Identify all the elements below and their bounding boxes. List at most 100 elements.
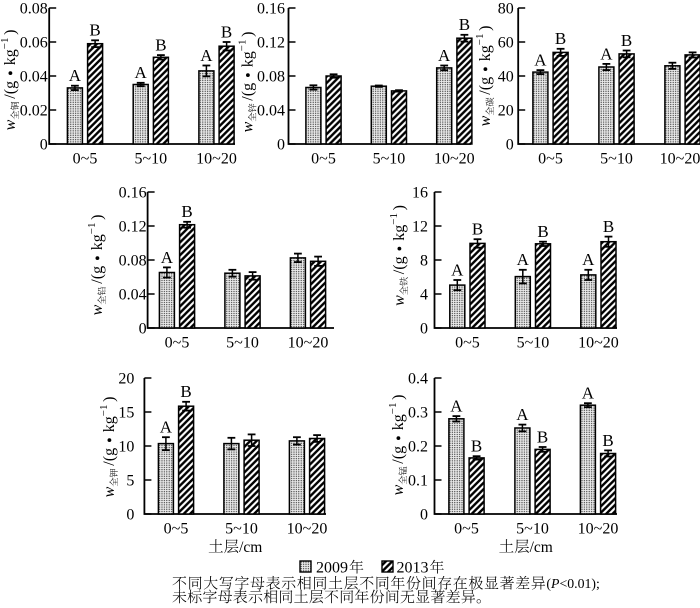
svg-text:A: A bbox=[517, 250, 530, 269]
svg-text:0.04: 0.04 bbox=[257, 103, 285, 120]
svg-text:0~5: 0~5 bbox=[165, 335, 190, 352]
svg-text:w: w bbox=[89, 304, 106, 315]
svg-text:/(g: /(g bbox=[101, 448, 118, 466]
svg-text:20: 20 bbox=[498, 103, 514, 120]
svg-text:B: B bbox=[221, 22, 232, 41]
svg-text:0.06: 0.06 bbox=[20, 35, 48, 52]
svg-text:0~5: 0~5 bbox=[73, 151, 98, 168]
svg-text:10~20: 10~20 bbox=[578, 521, 619, 538]
svg-text:0~5: 0~5 bbox=[454, 521, 479, 538]
svg-text:kg: kg bbox=[390, 414, 407, 430]
svg-text:0.4: 0.4 bbox=[408, 371, 428, 388]
svg-text:B: B bbox=[621, 31, 632, 50]
svg-text:5~10: 5~10 bbox=[516, 521, 549, 538]
svg-text:kg: kg bbox=[391, 225, 408, 241]
svg-text:B: B bbox=[537, 427, 548, 446]
svg-text:−1: −1 bbox=[86, 222, 98, 234]
svg-text:0: 0 bbox=[420, 321, 428, 338]
svg-text:0.04: 0.04 bbox=[119, 287, 147, 304]
svg-text:0.2: 0.2 bbox=[408, 439, 428, 456]
svg-text:0.08: 0.08 bbox=[257, 69, 285, 86]
svg-text:0.08: 0.08 bbox=[20, 1, 48, 18]
svg-text:10~20: 10~20 bbox=[288, 335, 329, 352]
svg-text:0: 0 bbox=[506, 137, 514, 154]
svg-text:16: 16 bbox=[412, 185, 428, 202]
svg-text:0.1: 0.1 bbox=[408, 473, 428, 490]
svg-text:A: A bbox=[516, 405, 529, 424]
svg-text:kg: kg bbox=[2, 49, 19, 65]
svg-text:0~5: 0~5 bbox=[311, 151, 336, 168]
svg-text:0: 0 bbox=[420, 507, 428, 524]
svg-text:0: 0 bbox=[126, 507, 134, 524]
svg-text:/(g: /(g bbox=[240, 83, 257, 101]
svg-text:/cm: /cm bbox=[530, 539, 553, 556]
svg-text:A: A bbox=[600, 44, 613, 63]
svg-text:5~10: 5~10 bbox=[600, 151, 633, 168]
svg-text:A: A bbox=[451, 260, 464, 279]
svg-text:B: B bbox=[603, 217, 614, 236]
svg-text:kg: kg bbox=[240, 51, 257, 67]
svg-text:w: w bbox=[390, 484, 407, 495]
svg-text:0.16: 0.16 bbox=[257, 1, 285, 18]
svg-text:0.16: 0.16 bbox=[119, 185, 147, 202]
svg-text:2013: 2013 bbox=[397, 560, 429, 577]
svg-text:0: 0 bbox=[139, 321, 147, 338]
svg-text:−1: −1 bbox=[388, 213, 400, 225]
svg-text:B: B bbox=[181, 202, 192, 221]
svg-text:/cm: /cm bbox=[239, 539, 262, 556]
svg-text:40: 40 bbox=[498, 69, 514, 86]
svg-text:(P<0.01);: (P<0.01); bbox=[546, 576, 599, 592]
svg-text:A: A bbox=[135, 63, 148, 82]
svg-text:0: 0 bbox=[277, 137, 285, 154]
svg-text:kg: kg bbox=[477, 45, 494, 61]
svg-text:w: w bbox=[240, 121, 257, 132]
svg-text:A: A bbox=[450, 397, 463, 416]
svg-text:): ) bbox=[390, 395, 407, 400]
svg-text:−1: −1 bbox=[387, 402, 399, 414]
svg-text:0.12: 0.12 bbox=[257, 35, 285, 52]
svg-text:5~10: 5~10 bbox=[517, 335, 550, 352]
svg-text:A: A bbox=[438, 46, 451, 65]
svg-text:10~20: 10~20 bbox=[660, 151, 700, 168]
svg-text:0.08: 0.08 bbox=[119, 253, 147, 270]
svg-text:12: 12 bbox=[412, 219, 428, 236]
svg-text:2009: 2009 bbox=[316, 560, 348, 577]
svg-text:5~10: 5~10 bbox=[226, 335, 259, 352]
svg-text:w: w bbox=[391, 295, 408, 306]
svg-text:w: w bbox=[477, 115, 494, 126]
svg-text:15: 15 bbox=[118, 405, 134, 422]
svg-text:0.04: 0.04 bbox=[20, 69, 48, 86]
svg-text:80: 80 bbox=[498, 1, 514, 18]
svg-text:B: B bbox=[180, 382, 191, 401]
svg-text:5~10: 5~10 bbox=[134, 151, 167, 168]
svg-text:B: B bbox=[89, 21, 100, 40]
svg-text:−1: −1 bbox=[474, 33, 486, 45]
svg-text:0.02: 0.02 bbox=[20, 103, 48, 120]
svg-text:A: A bbox=[582, 384, 595, 403]
svg-text:w: w bbox=[2, 119, 19, 130]
svg-text:−1: −1 bbox=[98, 404, 110, 416]
svg-text:A: A bbox=[534, 51, 547, 70]
svg-text:5~10: 5~10 bbox=[225, 521, 258, 538]
svg-text:−1: −1 bbox=[0, 37, 11, 49]
svg-text:B: B bbox=[471, 437, 482, 456]
svg-text:): ) bbox=[477, 26, 494, 31]
svg-text:A: A bbox=[69, 66, 82, 85]
svg-text:60: 60 bbox=[498, 35, 514, 52]
svg-text:A: A bbox=[582, 250, 595, 269]
svg-text:0.3: 0.3 bbox=[408, 405, 428, 422]
svg-text:): ) bbox=[2, 30, 19, 35]
svg-text:w: w bbox=[101, 486, 118, 497]
svg-text:20: 20 bbox=[118, 371, 134, 388]
svg-text:B: B bbox=[472, 220, 483, 239]
svg-text:B: B bbox=[155, 36, 166, 55]
svg-text:10~20: 10~20 bbox=[196, 151, 237, 168]
svg-text:): ) bbox=[240, 32, 257, 37]
svg-text:0~5: 0~5 bbox=[455, 335, 480, 352]
svg-text:/(g: /(g bbox=[391, 256, 408, 274]
svg-text:5~10: 5~10 bbox=[373, 151, 406, 168]
svg-text:B: B bbox=[537, 222, 548, 241]
svg-text:5: 5 bbox=[126, 473, 134, 490]
svg-text:8: 8 bbox=[420, 253, 428, 270]
svg-text:kg: kg bbox=[89, 234, 106, 250]
